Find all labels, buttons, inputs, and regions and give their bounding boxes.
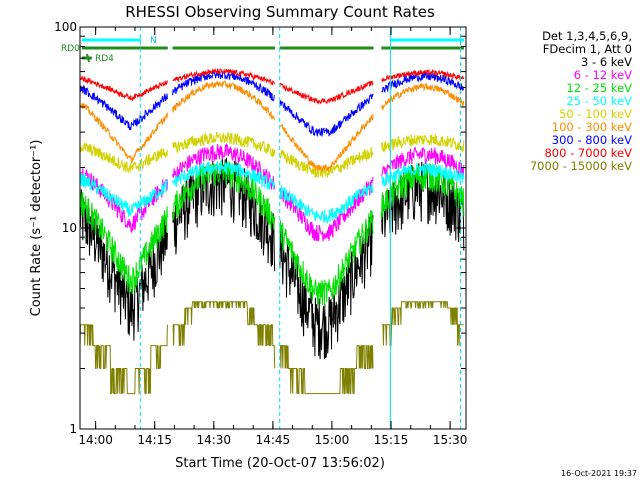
series-line-100-300-kev <box>79 80 465 173</box>
legend: Det 1,3,4,5,6,9,FDecim 1, Att 03 - 6 keV… <box>530 29 632 173</box>
legend-entry-300-800-kev: 300 - 800 keV <box>552 133 632 147</box>
legend-entry-3-6-kev: 3 - 6 keV <box>581 55 632 69</box>
orbit-flags: RD0 RD4 N <box>61 36 465 64</box>
series-line-12-25-kev <box>79 160 465 307</box>
x-tick-label-2: 14:30 <box>196 433 231 447</box>
series-line-7000-15000-kev <box>79 301 464 395</box>
series-lines <box>79 67 465 395</box>
x-axis-label: Start Time (20-Oct-07 13:56:02) <box>175 456 385 471</box>
x-tick-labels: 14:00 14:15 14:30 14:45 15:00 15:15 15:30 <box>78 433 467 447</box>
series-line-3-6-kev <box>79 155 465 360</box>
y-tick-label-0: 1 <box>69 422 77 436</box>
x-tick-label-1: 14:15 <box>137 433 172 447</box>
series-line-6-12-kev <box>79 143 465 242</box>
y-tick-labels: 1 10 100 <box>54 20 77 436</box>
flag-label-n: N <box>150 36 157 46</box>
flag-label-rd4: RD4 <box>95 54 114 64</box>
x-tick-label-5: 15:15 <box>374 433 409 447</box>
legend-entry-800-7000-kev: 800 - 7000 keV <box>544 146 632 160</box>
legend-entry-100-300-kev: 100 - 300 keV <box>552 120 632 134</box>
x-tick-label-0: 14:00 <box>78 433 113 447</box>
legend-entry-50-100-kev: 50 - 100 keV <box>559 107 632 121</box>
x-tick-label-3: 14:45 <box>256 433 291 447</box>
timestamp: 16-Oct-2021 19:37 <box>561 469 637 478</box>
series-line-800-7000-kev <box>80 67 465 106</box>
legend-entry-7000-15000-kev: 7000 - 15000 keV <box>530 159 632 173</box>
series-line-25-50-kev <box>79 159 465 225</box>
chart-title: RHESSI Observing Summary Count Rates <box>125 3 435 21</box>
legend-entry-6-12-kev: 6 - 12 keV <box>574 68 632 82</box>
y-tick-label-2: 100 <box>54 20 77 34</box>
axis-ticks <box>80 27 466 430</box>
legend-header-0: Det 1,3,4,5,6,9, <box>542 29 632 43</box>
legend-entry-12-25-kev: 12 - 25 keV <box>566 81 632 95</box>
x-tick-label-4: 15:00 <box>315 433 350 447</box>
series-line-50-100-kev <box>79 131 465 178</box>
flag-rd4-marker <box>86 53 90 63</box>
y-axis-label: Count Rate (s⁻¹ detector⁻¹) <box>29 140 44 317</box>
flag-label-rd0: RD0 <box>61 44 80 54</box>
y-tick-label-1: 10 <box>62 221 77 235</box>
x-tick-label-6: 15:30 <box>433 433 468 447</box>
series-line-300-800-kev <box>79 70 465 137</box>
legend-entry-25-50-kev: 25 - 50 keV <box>566 94 632 108</box>
legend-header-1: FDecim 1, Att 0 <box>543 42 632 56</box>
